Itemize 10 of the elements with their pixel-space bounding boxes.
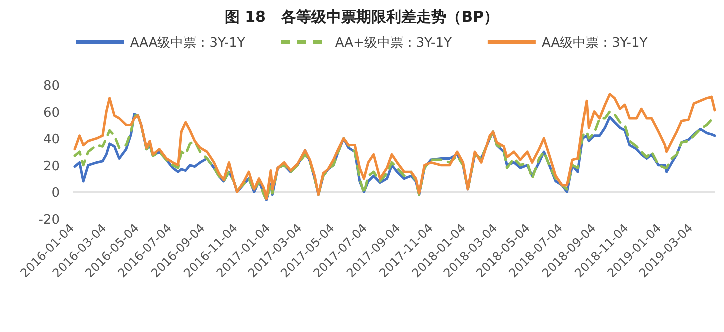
y-tick-label: -20 [38, 213, 60, 228]
y-tick-label: 80 [43, 79, 60, 94]
y-tick-label: 60 [43, 106, 60, 121]
legend-label: AA+级中票：3Y-1Y [335, 36, 452, 51]
y-tick-label: 40 [43, 132, 60, 148]
y-tick-label: 0 [52, 186, 60, 202]
legend-label: AA级中票：3Y-1Y [542, 36, 648, 51]
chart-title: 图 18 各等级中票期限利差走势（BP） [224, 8, 500, 26]
y-tick-label: 20 [43, 159, 60, 174]
legend-label: AAA级中票：3Y-1Y [130, 36, 246, 51]
